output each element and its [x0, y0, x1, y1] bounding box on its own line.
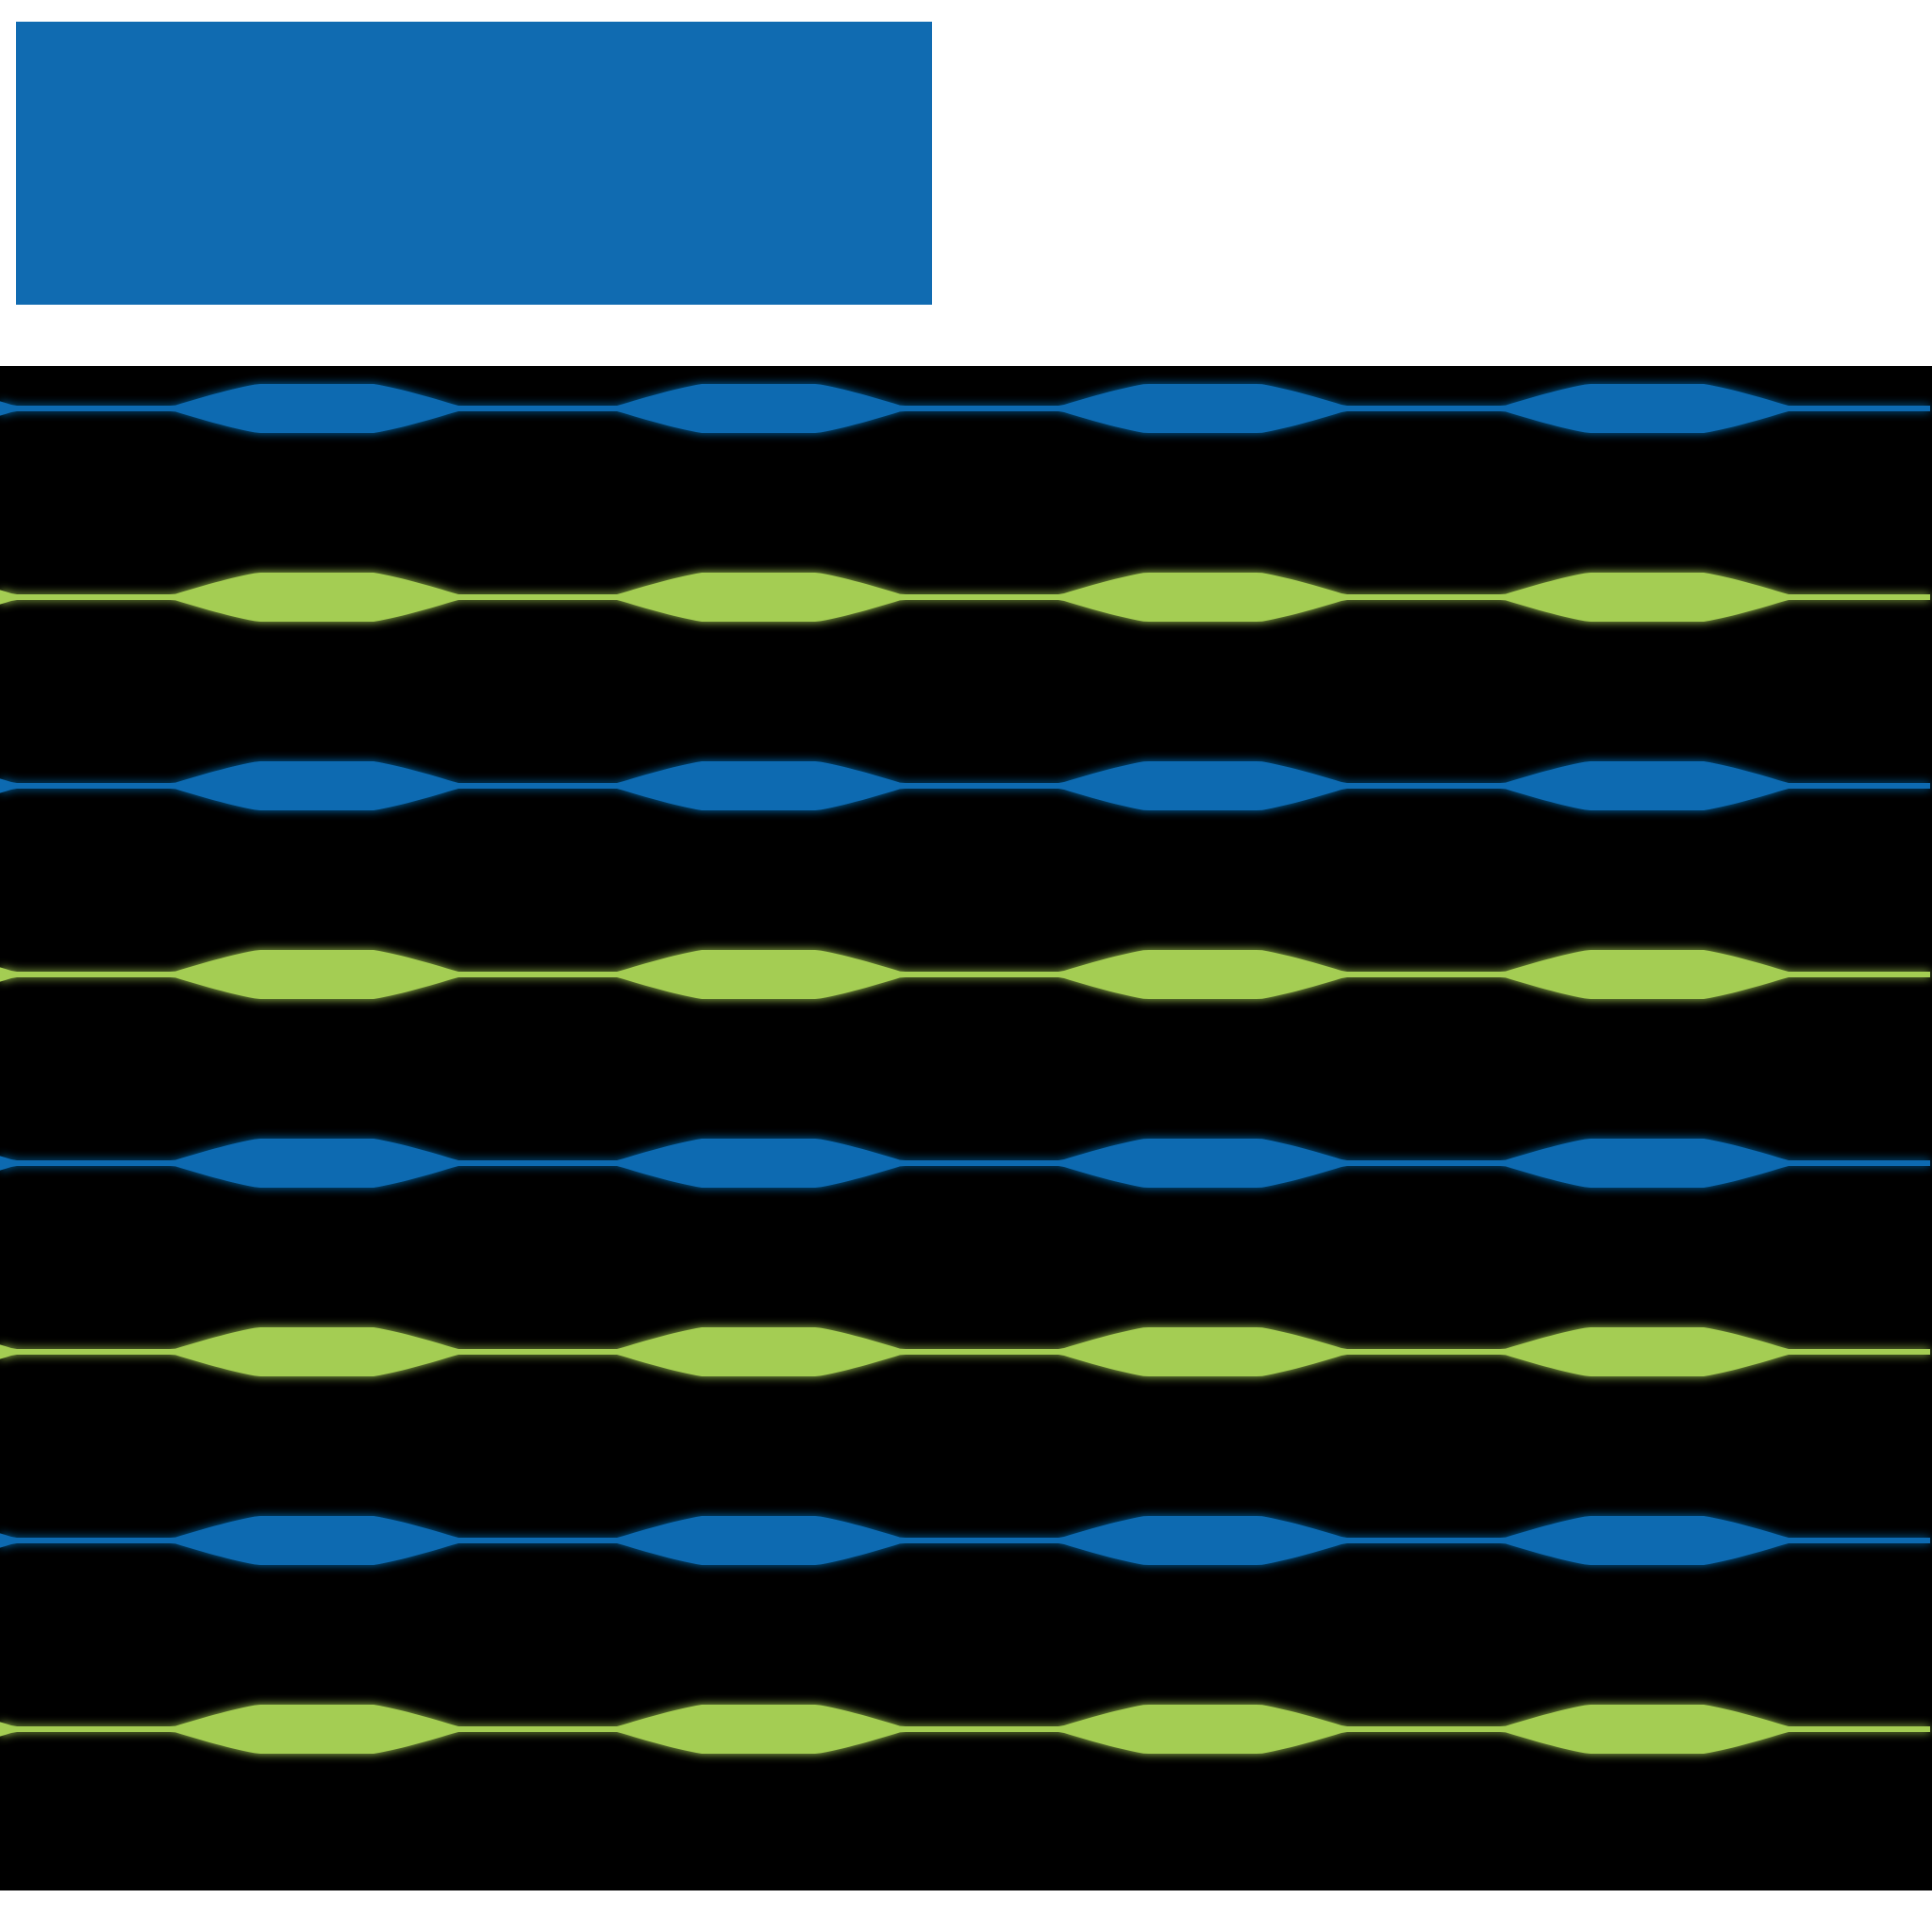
blue-wave-row-1	[0, 384, 1930, 433]
blue-banner-block	[16, 22, 932, 305]
wave-pattern-graphic	[0, 366, 1932, 1890]
green-wave-row-4	[0, 950, 1930, 999]
blue-wave-row-7	[0, 1516, 1930, 1565]
green-wave-row-2	[0, 573, 1930, 622]
green-wave-row-6	[0, 1327, 1930, 1376]
wave-pattern-panel	[0, 366, 1932, 1890]
blue-wave-row-3	[0, 761, 1930, 810]
blue-wave-row-5	[0, 1139, 1930, 1188]
green-wave-row-8	[0, 1705, 1930, 1754]
